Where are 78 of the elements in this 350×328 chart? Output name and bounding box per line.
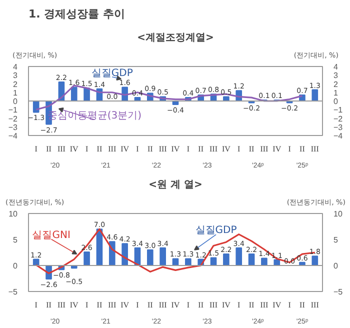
x-tick-label: III (210, 144, 218, 154)
y-tick-label: 3 (13, 71, 18, 80)
y2-tick-label: −1 (334, 106, 344, 115)
x-tick-label: II (198, 300, 204, 310)
x-tick-label: II (147, 144, 154, 154)
x-tick-label: I (238, 144, 241, 154)
x-tick-label: I (136, 144, 140, 154)
y2-tick-label: 3 (334, 71, 338, 80)
x-tick-label: I (85, 300, 88, 310)
x-tick-label: IV (70, 300, 79, 310)
x-tick-label: I (186, 144, 190, 154)
y2-tick-label: −2 (334, 114, 344, 124)
series-label: 실질GNI (32, 230, 70, 241)
chart-subtitle: <계절조정계열> (137, 32, 214, 44)
x-tick-label: I (34, 300, 38, 310)
y2-tick-label: −5 (334, 288, 344, 296)
x-tick-label: IV (120, 144, 130, 154)
x-tick-label: II (46, 300, 52, 310)
x-tick-label: I (288, 144, 292, 154)
x-tick-label: IV (171, 144, 180, 154)
x-tick-label: IV (272, 300, 282, 310)
y2-tick-label: 1 (334, 88, 338, 98)
x-tick-label: III (158, 300, 168, 310)
x-tick-label: III (210, 300, 218, 310)
y-tick-label: −5 (8, 288, 18, 296)
x-tick-label: II (147, 300, 154, 310)
x-tick-label: I (34, 144, 38, 154)
y-tick-label: 2 (13, 80, 18, 89)
x-tick-label: II (96, 300, 102, 310)
x-tick-label: II (248, 300, 255, 310)
chart-title: 1. 경제성장률 추이 (28, 8, 125, 20)
x-tick-label: III (158, 144, 168, 154)
x-tick-label: I (288, 300, 292, 310)
x-tick-label: III (57, 144, 66, 154)
y2-tick-label: 0 (334, 97, 338, 106)
y-tick-label: 10 (8, 210, 18, 218)
y-tick-label: −4 (8, 132, 18, 140)
x-tick-label: II (96, 144, 102, 154)
y-tick-label: 5 (13, 236, 18, 244)
series-label: 실질GDP (195, 225, 237, 236)
x-tick-label: III (57, 300, 66, 310)
y2-tick-label: −3 (334, 122, 344, 132)
x-tick-label: IV (222, 144, 231, 154)
y2-tick-label: 0 (334, 262, 338, 270)
x-tick-label: I (186, 300, 190, 310)
x-tick-label: I (136, 300, 140, 310)
y2-tick-label: 4 (334, 62, 338, 72)
y2-tick-label: 5 (334, 236, 338, 244)
y-tick-label: −1 (8, 106, 18, 115)
x-tick-label: II (198, 144, 204, 154)
x-tick-label: IV (120, 300, 130, 310)
x-tick-label: III (310, 144, 320, 154)
y2-tick-label: −4 (334, 132, 344, 140)
y-tick-label: 0 (13, 97, 18, 106)
y-tick-label: −3 (8, 122, 18, 132)
x-tick-label: I (238, 300, 241, 310)
x-tick-label: IV (171, 300, 180, 310)
x-tick-label: II (46, 144, 52, 154)
x-tick-label: IV (70, 144, 79, 154)
x-tick-label: II (300, 300, 306, 310)
x-tick-label: II (300, 144, 306, 154)
series-label: 실질GDP (91, 68, 133, 79)
chart-title: <원 계 열> (148, 180, 202, 190)
x-tick-label: II (248, 144, 255, 154)
y-tick-label: 4 (13, 62, 18, 72)
y2-tick-label: 2 (334, 80, 338, 89)
x-tick-label: III (108, 300, 116, 310)
y2-tick-label: 10 (334, 210, 343, 218)
y-tick-label: −2 (8, 114, 18, 124)
y-tick-label: 1 (13, 88, 18, 98)
x-tick-label: III (310, 300, 320, 310)
x-tick-label: III (260, 300, 269, 310)
x-tick-label: IV (272, 144, 282, 154)
x-tick-label: III (260, 144, 269, 154)
x-tick-label: I (85, 144, 88, 154)
x-tick-label: III (108, 144, 116, 154)
x-tick-label: IV (222, 300, 231, 310)
y-tick-label: 0 (13, 262, 18, 270)
